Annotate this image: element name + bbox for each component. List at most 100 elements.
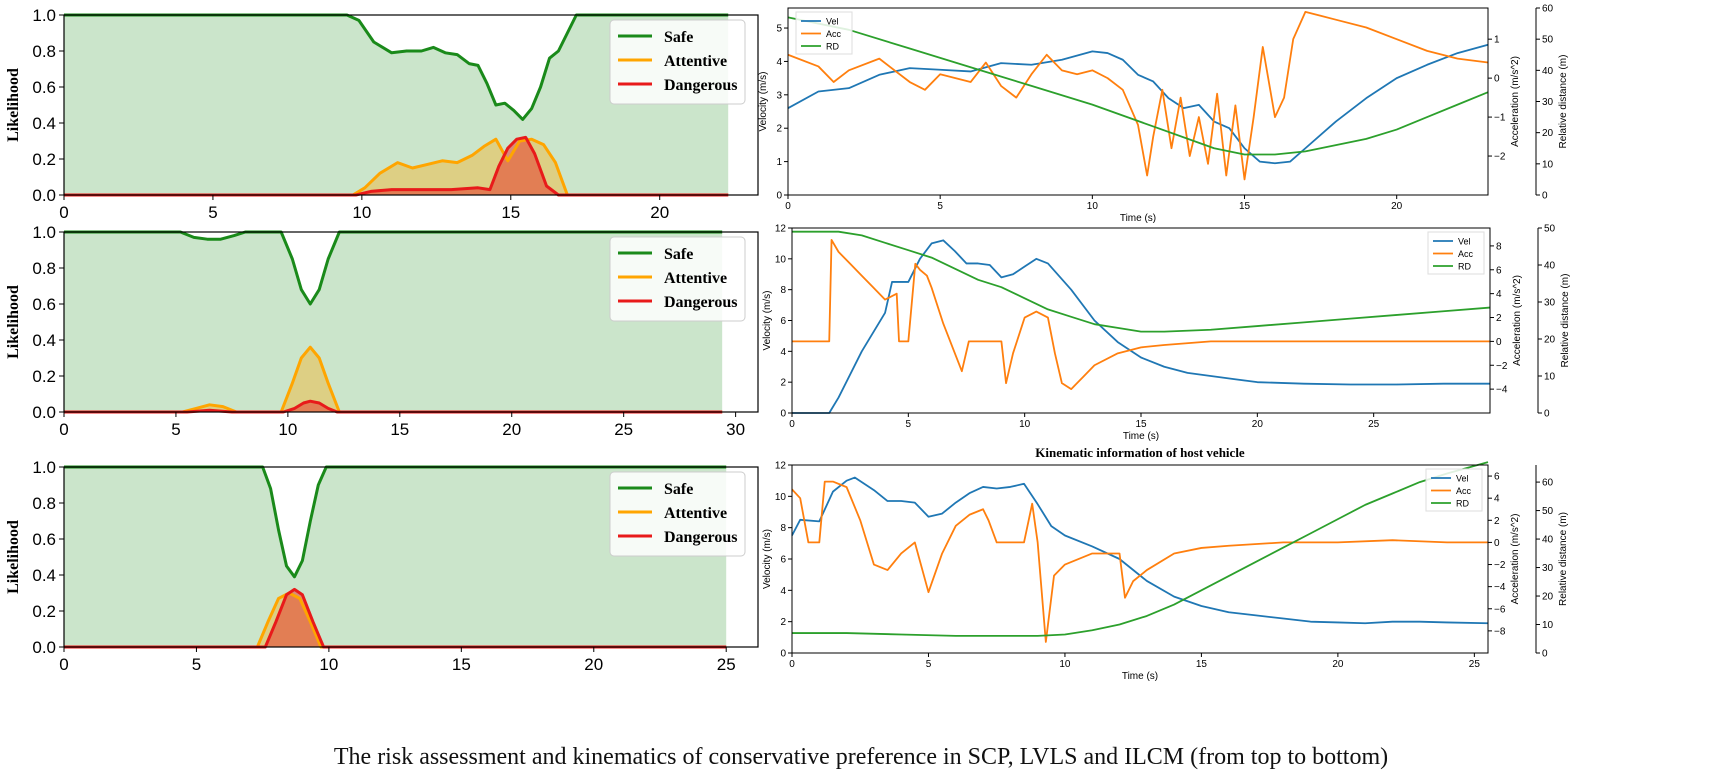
acc-y-tick-label: 2 xyxy=(1494,516,1500,527)
y-axis-label: Likelihood xyxy=(5,285,22,359)
y-tick-label: 1.0 xyxy=(32,6,56,25)
left-y-tick-label: 12 xyxy=(775,224,787,235)
y-tick-label: 0.0 xyxy=(32,186,56,205)
y-tick-label: 0.0 xyxy=(32,638,56,657)
acc-y-tick-label: −2 xyxy=(1494,152,1506,163)
dangerous-line xyxy=(64,399,723,414)
rd-y-tick-label: 10 xyxy=(1542,620,1554,631)
rd-y-axis-label: Relative distance (m) xyxy=(1560,274,1571,368)
x-axis-label: Time (s) xyxy=(1123,431,1159,442)
acc-y-tick-label: 4 xyxy=(1494,494,1500,505)
chart-title: Kinematic information of host vehicle xyxy=(1035,445,1245,460)
legend-label: RD xyxy=(1456,499,1469,509)
y-tick-label: 0.8 xyxy=(32,494,56,513)
x-axis-label: Time (s) xyxy=(1122,671,1158,682)
x-tick-label: 5 xyxy=(937,201,943,212)
legend-label: Vel xyxy=(1456,474,1469,484)
rd-y-tick-label: 0 xyxy=(1542,649,1548,660)
rd-y-tick-label: 10 xyxy=(1544,372,1556,383)
rd-y-tick-label: 20 xyxy=(1542,128,1554,139)
legend-label: Attentive xyxy=(664,270,727,287)
left-y-tick-label: 0 xyxy=(780,409,786,420)
x-tick-label: 25 xyxy=(1469,659,1481,670)
x-tick-label: 10 xyxy=(1019,419,1031,430)
rd-y-tick-label: 60 xyxy=(1542,4,1554,15)
left-y-tick-label: 8 xyxy=(780,285,786,296)
safe-area-fill xyxy=(64,467,727,647)
x-tick-label: 10 xyxy=(352,203,371,222)
lvls-risk-assessment-chart: 0 5 10 15 20 25 30 0.0 0.2 0.4 0.6 0.8 1.0 Likelihood… xyxy=(5,223,759,439)
y-tick-label: 0.4 xyxy=(32,566,56,585)
vel-line xyxy=(792,239,1490,414)
x-tick-label: 15 xyxy=(501,203,520,222)
x-tick-label: 5 xyxy=(171,420,180,439)
x-tick-label: 0 xyxy=(785,201,791,212)
acc-y-tick-label: 2 xyxy=(1496,313,1502,324)
plot-frame xyxy=(63,14,759,196)
rd-y-axis-label: Relative distance (m) xyxy=(1558,55,1569,149)
x-tick-label: 25 xyxy=(717,655,736,674)
left-y-tick-label: 2 xyxy=(780,378,786,389)
safe-line xyxy=(64,13,729,121)
rd-y-tick-label: 50 xyxy=(1542,35,1554,46)
acc-y-axis-label: Acceleration (m/s^2) xyxy=(1510,56,1521,147)
dangerous-line xyxy=(64,587,727,649)
left-y-tick-label: 2 xyxy=(776,124,782,135)
legend-label: Dangerous xyxy=(664,529,738,546)
acc-y-tick-label: −1 xyxy=(1494,113,1506,124)
x-tick-label: 5 xyxy=(926,659,932,670)
acc-y-tick-label: −6 xyxy=(1494,604,1506,615)
x-tick-label: 20 xyxy=(502,420,521,439)
acc-y-axis-label: Acceleration (m/s^2) xyxy=(1510,514,1521,605)
y-tick-label: 0.6 xyxy=(32,295,56,314)
acc-y-tick-label: −2 xyxy=(1496,361,1508,372)
y-tick-label: 1.0 xyxy=(32,458,56,477)
safe-area-fill xyxy=(64,232,723,412)
acc-y-axis-label: Acceleration (m/s^2) xyxy=(1512,275,1523,366)
rd-y-tick-label: 20 xyxy=(1544,335,1556,346)
x-tick-label: 10 xyxy=(1059,659,1071,670)
left-y-axis-label: Velocity (m/s) xyxy=(762,290,773,350)
y-tick-label: 0.0 xyxy=(32,403,56,422)
vel-line xyxy=(791,476,1489,625)
x-tick-label: 15 xyxy=(1196,659,1208,670)
y-tick-label: 0.6 xyxy=(32,78,56,97)
acc-y-tick-label: 0 xyxy=(1494,538,1500,549)
legend-label: Vel xyxy=(826,17,839,27)
x-tick-label: 15 xyxy=(452,655,471,674)
safe-area-fill xyxy=(64,15,729,195)
y-tick-label: 0.2 xyxy=(32,602,56,621)
safe-line xyxy=(64,465,727,579)
rd-y-tick-label: 0 xyxy=(1542,191,1548,202)
acc-y-tick-label: 6 xyxy=(1496,265,1502,276)
x-tick-label: 25 xyxy=(614,420,633,439)
x-tick-label: 20 xyxy=(1332,659,1344,670)
acc-line xyxy=(792,239,1490,391)
plot-frame xyxy=(63,231,759,413)
rd-y-tick-label: 50 xyxy=(1544,224,1556,235)
y-tick-label: 0.2 xyxy=(32,367,56,386)
x-tick-label: 10 xyxy=(1087,201,1099,212)
acc-y-tick-label: 8 xyxy=(1496,241,1502,252)
x-tick-label: 20 xyxy=(1391,201,1403,212)
rd-y-tick-label: 30 xyxy=(1542,97,1554,108)
attentive-line xyxy=(64,345,723,414)
x-tick-label: 10 xyxy=(319,655,338,674)
rd-y-tick-label: 40 xyxy=(1542,535,1554,546)
left-y-tick-label: 4 xyxy=(776,57,782,68)
x-tick-label: 0 xyxy=(59,203,68,222)
legend-label: Safe xyxy=(664,481,693,498)
x-tick-label: 5 xyxy=(208,203,217,222)
x-tick-label: 30 xyxy=(726,420,745,439)
x-tick-label: 5 xyxy=(192,655,201,674)
acc-y-tick-label: 0 xyxy=(1496,337,1502,348)
rd-y-tick-label: 30 xyxy=(1544,298,1556,309)
left-y-tick-label: 10 xyxy=(775,254,787,265)
x-tick-label: 20 xyxy=(1252,419,1264,430)
left-y-axis-label: Velocity (m/s) xyxy=(758,71,769,131)
x-tick-label: 5 xyxy=(906,419,912,430)
rd-y-tick-label: 50 xyxy=(1542,506,1554,517)
